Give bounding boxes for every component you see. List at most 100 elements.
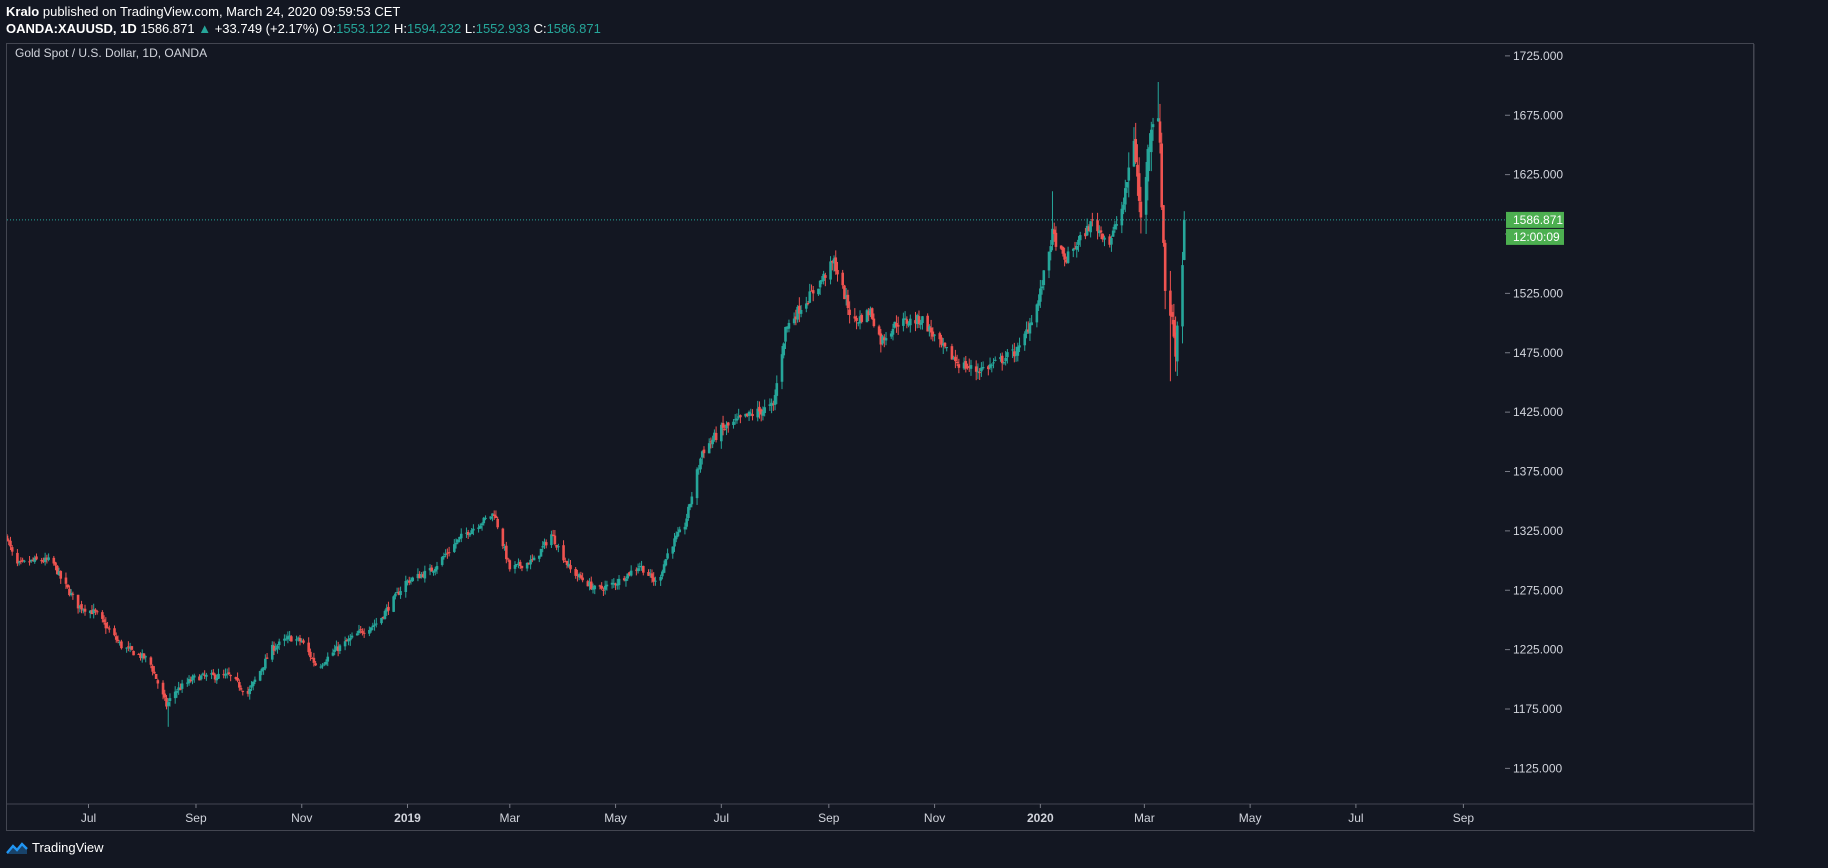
candle-body: [137, 654, 141, 656]
author-name[interactable]: Kralo: [6, 4, 40, 19]
candle-body: [350, 635, 354, 638]
candle-body: [397, 591, 401, 595]
candle-body: [1039, 288, 1042, 302]
candle-body: [489, 516, 493, 519]
candle-body: [1014, 354, 1018, 356]
candle-body: [248, 688, 252, 695]
candle-body: [1042, 270, 1046, 286]
candle-body: [19, 560, 23, 562]
candle-body: [52, 557, 56, 564]
candle-body: [492, 514, 496, 517]
price-chart[interactable]: Gold Spot / U.S. Dollar, 1D, OANDA 1125.…: [7, 44, 1755, 832]
published-text: published on TradingView.com, March 24, …: [42, 4, 401, 19]
candle-body: [166, 702, 170, 706]
y-tick-label: 1725.000: [1513, 49, 1563, 63]
candle-body: [296, 637, 300, 639]
close-value: 1586.871: [546, 21, 601, 36]
candle-body: [529, 559, 532, 565]
candle-body: [602, 589, 605, 591]
chart-frame[interactable]: Gold Spot / U.S. Dollar, 1D, OANDA 1125.…: [6, 43, 1755, 832]
y-tick-label: 1475.000: [1513, 346, 1563, 360]
candle-body: [348, 638, 352, 641]
candle-body: [186, 682, 189, 684]
candle-body: [215, 677, 219, 681]
candle-body: [711, 439, 714, 445]
candle-body: [1028, 323, 1032, 334]
candle-body: [40, 560, 43, 562]
candle-body: [629, 570, 633, 576]
candle-body: [1170, 312, 1174, 317]
candle-body: [33, 557, 37, 562]
candle-body: [465, 532, 468, 534]
candle-body: [1059, 245, 1063, 249]
candle-body: [768, 404, 772, 406]
candle-body: [107, 628, 111, 630]
candle-body: [1110, 237, 1113, 245]
candle-body: [744, 413, 747, 417]
footer-brand[interactable]: TradingView: [6, 840, 104, 855]
candle-body: [324, 661, 328, 665]
x-tick-label: Jul: [81, 811, 96, 825]
candle-body: [130, 646, 134, 650]
candle-body: [1006, 352, 1009, 358]
candle-body: [610, 582, 614, 585]
candle-body: [676, 531, 680, 537]
candle-body: [454, 542, 458, 545]
time-axis[interactable]: Jul Sep Nov 2019 Mar May Jul Sep Nov 2020 Mar May Ju…: [81, 804, 1475, 825]
candle-body: [371, 625, 375, 628]
candle-body: [938, 333, 942, 340]
candle-body: [945, 347, 949, 349]
candle-body: [614, 583, 617, 586]
candle-body: [792, 318, 796, 324]
candle-body: [140, 653, 144, 659]
candle-body: [1122, 204, 1125, 210]
candle-body: [470, 530, 473, 535]
candle-body: [343, 641, 347, 647]
candle-body: [830, 260, 834, 263]
candle-body: [804, 303, 808, 309]
candle-body: [1127, 167, 1131, 181]
candle-body: [811, 290, 815, 294]
candle-body: [335, 646, 338, 651]
candle-body: [35, 556, 38, 560]
candle-body: [714, 432, 718, 441]
candle-body: [1078, 235, 1082, 241]
candle-body: [253, 679, 257, 682]
candle-body: [505, 545, 508, 560]
candle-body: [739, 415, 742, 418]
candle-body: [787, 322, 791, 329]
candle-body: [1158, 121, 1162, 143]
candle-body: [794, 316, 798, 320]
candle-body: [1172, 319, 1176, 337]
candle-body: [889, 333, 893, 337]
candle-body: [1047, 251, 1051, 271]
candle-body: [902, 318, 905, 326]
price-axis[interactable]: 1125.000 1175.000 1225.000 1275.000 1325.000…: [1505, 49, 1563, 776]
candle-body: [537, 555, 541, 559]
symbol-label: OANDA:XAUUSD, 1D: [6, 21, 137, 36]
candle-body: [1018, 345, 1021, 348]
candle-body: [407, 580, 411, 583]
open-label: O:: [322, 21, 337, 36]
candle-body: [173, 691, 177, 699]
candle-body: [300, 641, 304, 643]
candle-body: [720, 424, 723, 442]
x-tick-label: Sep: [1453, 811, 1475, 825]
candle-body: [1146, 149, 1150, 182]
candle-body: [83, 608, 87, 612]
candle-body: [709, 441, 713, 443]
candle-body: [855, 317, 858, 321]
candle-body: [180, 683, 184, 689]
candle-body: [763, 407, 766, 414]
candle-body: [102, 619, 106, 623]
candle-body: [1030, 322, 1033, 326]
candle-body: [539, 548, 543, 557]
candle-body: [598, 585, 602, 587]
candle-body: [844, 295, 848, 298]
candle-body: [264, 658, 267, 669]
candle-body: [92, 609, 95, 613]
candle-body: [336, 646, 340, 652]
candle-body: [432, 570, 435, 573]
candle-body: [1134, 138, 1138, 163]
x-tick-label: Mar: [499, 811, 520, 825]
